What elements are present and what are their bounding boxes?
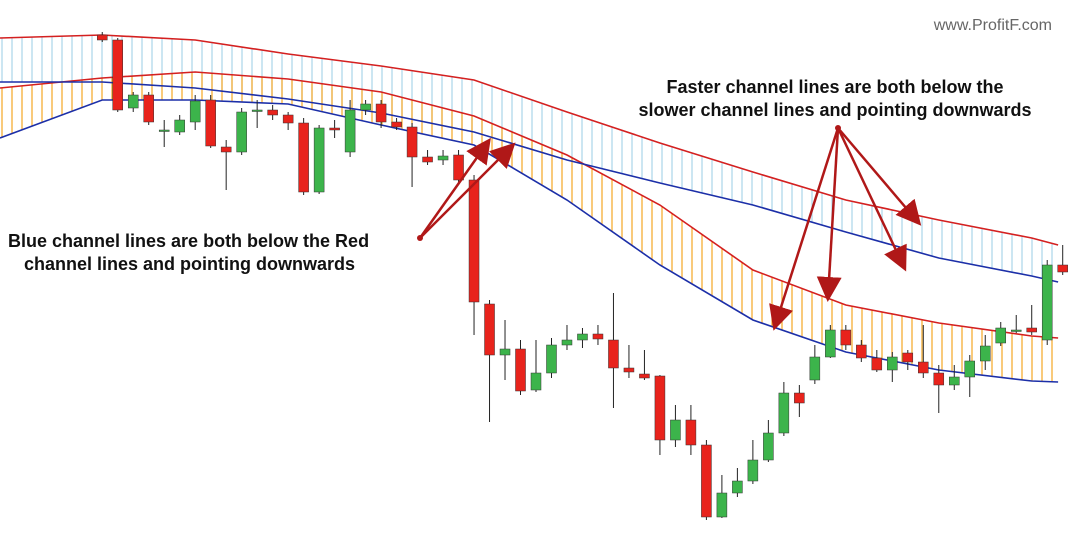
candle-body	[143, 94, 154, 123]
candle-body	[375, 103, 387, 123]
candle-body	[747, 459, 759, 482]
candle-body	[282, 114, 294, 124]
candle-body	[1026, 327, 1037, 333]
candle-body	[716, 492, 728, 518]
candle-body	[685, 419, 697, 446]
candle-body	[236, 111, 247, 153]
arrows	[418, 127, 922, 331]
candle-body	[391, 121, 402, 128]
candle-body	[701, 444, 712, 518]
arrow	[816, 127, 842, 302]
channel-line	[0, 34, 1059, 246]
candle-body	[298, 122, 309, 193]
candle-body	[267, 109, 278, 116]
candle-body	[887, 356, 898, 371]
candle-body	[360, 103, 371, 111]
candle-body	[979, 345, 991, 362]
candle-body	[592, 333, 604, 340]
candle-body	[96, 34, 108, 41]
arrow-origin	[417, 235, 423, 241]
candle-body	[794, 392, 805, 404]
candle-body	[623, 367, 635, 373]
arrow	[837, 127, 922, 226]
candle-body	[561, 339, 573, 346]
candle-body	[112, 39, 123, 111]
annotation-line: Blue channel lines are both below the Re…	[8, 231, 369, 251]
candles	[96, 32, 1068, 520]
candle-body	[825, 329, 836, 358]
candle-body	[670, 419, 681, 441]
candle-body	[995, 327, 1006, 344]
candle-body	[1010, 329, 1022, 332]
candle-body	[918, 361, 929, 374]
candle-body	[654, 375, 666, 441]
candle-body	[499, 348, 511, 356]
candle-body	[422, 156, 433, 163]
annotation-line: Faster channel lines are both below the	[666, 77, 1003, 97]
candle-body	[313, 127, 325, 193]
arrow	[836, 127, 907, 272]
candle-body	[174, 119, 185, 133]
annotation-line: channel lines and pointing downwards	[24, 254, 355, 274]
candle-body	[127, 94, 139, 109]
candle-body	[856, 344, 867, 359]
candle-body	[639, 373, 650, 379]
candle-body	[1041, 264, 1053, 341]
candle-body	[732, 480, 743, 494]
candle-body	[546, 344, 557, 374]
candle-body	[949, 376, 960, 386]
candle-body	[1057, 264, 1068, 273]
candle-body	[871, 357, 883, 371]
candle-body	[484, 303, 495, 356]
candle-body	[763, 432, 774, 461]
candle-body	[530, 372, 542, 391]
candle-body	[577, 333, 588, 341]
candle-body	[468, 179, 480, 303]
candle-body	[158, 129, 170, 132]
candle-body	[809, 356, 821, 381]
candle-body	[902, 352, 914, 363]
channel-line	[0, 81, 1059, 283]
candle-body	[964, 360, 976, 378]
candle-body	[515, 348, 526, 392]
annotation-line: slower channel lines and pointing downwa…	[638, 100, 1031, 120]
arrow-origin	[835, 125, 841, 131]
channel-line	[0, 71, 1059, 339]
arrow	[419, 142, 516, 239]
candle-body	[329, 127, 340, 131]
arrow	[418, 137, 491, 239]
candle-body	[220, 146, 232, 153]
candle-body	[205, 99, 216, 147]
candle-body	[189, 100, 201, 123]
candle-body	[933, 372, 945, 386]
watermark: www.ProfitF.com	[933, 17, 1052, 34]
arrow	[769, 127, 840, 331]
candle-body	[453, 154, 464, 181]
candle-body	[251, 109, 263, 112]
candle-body	[437, 155, 449, 161]
candle-body	[406, 126, 418, 158]
candle-body	[608, 339, 619, 369]
candle-body	[840, 329, 852, 346]
candle-body	[778, 392, 790, 434]
candle-body	[344, 109, 356, 153]
